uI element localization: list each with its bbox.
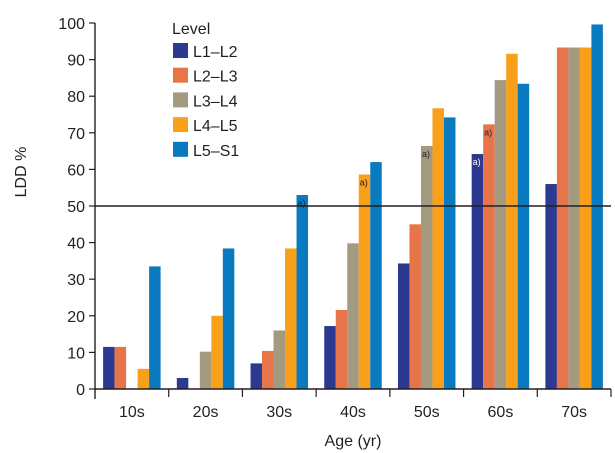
y-tick-label: 0 bbox=[76, 382, 85, 399]
y-tick-label: 30 bbox=[67, 272, 85, 289]
bar-10s-series-2 bbox=[114, 346, 127, 389]
y-tick-label: 90 bbox=[67, 53, 85, 70]
legend: Level L1–L2 L2–L3 L3–L4 L4–L5 L5–S1 bbox=[172, 21, 239, 160]
bar-50s-series-2 bbox=[409, 224, 421, 389]
legend-swatch-4 bbox=[173, 117, 188, 133]
annotation-3: a) bbox=[422, 149, 430, 159]
bar-20s-series-1 bbox=[176, 378, 189, 389]
bar-40s-series-5 bbox=[370, 162, 382, 389]
x-tick-label-30s: 30s bbox=[266, 404, 292, 421]
annotation-1: a) bbox=[298, 198, 306, 208]
legend-swatch-5 bbox=[173, 141, 188, 157]
y-axis-ticks: 0 10 20 30 40 50 60 70 80 90 100 bbox=[58, 16, 95, 399]
legend-swatch-3 bbox=[173, 92, 188, 108]
x-tick-label-50s: 50s bbox=[414, 404, 440, 421]
bar-60s-series-2 bbox=[483, 124, 495, 389]
legend-label-5: L5–S1 bbox=[193, 143, 239, 160]
bar-60s-series-3 bbox=[494, 80, 507, 389]
annotation-5: a) bbox=[484, 127, 492, 137]
bar-30s-series-2 bbox=[262, 350, 274, 389]
legend-label-2: L2–L3 bbox=[193, 69, 238, 86]
bar-60s-series-4 bbox=[506, 53, 518, 390]
y-tick-label: 50 bbox=[67, 199, 85, 216]
legend-title: Level bbox=[172, 21, 210, 38]
y-tick-label: 80 bbox=[67, 89, 85, 106]
bar-60s-series-5 bbox=[517, 83, 530, 390]
x-tick-label-10s: 10s bbox=[119, 404, 145, 421]
bar-50s-series-1 bbox=[397, 263, 410, 389]
bar-50s-series-3 bbox=[420, 145, 433, 389]
annotations-group: a) a) a) a) a) bbox=[298, 127, 493, 208]
y-tick-label: 20 bbox=[67, 309, 85, 326]
bar-30s-series-4 bbox=[285, 248, 297, 389]
y-tick-label: 40 bbox=[67, 236, 85, 253]
bar-20s-series-4 bbox=[211, 315, 223, 389]
y-tick-label: 60 bbox=[67, 162, 85, 179]
x-tick-label-60s: 60s bbox=[488, 404, 514, 421]
bar-70s-series-3 bbox=[568, 47, 580, 389]
x-axis-ticks: 10s 20s 30s 40s 50s 60s 70s bbox=[119, 389, 612, 421]
y-tick-label: 10 bbox=[67, 345, 85, 362]
bar-20s-series-3 bbox=[199, 351, 212, 389]
bar-50s-series-5 bbox=[443, 117, 456, 389]
x-tick-label-20s: 20s bbox=[193, 404, 219, 421]
bar-30s-series-3 bbox=[273, 330, 286, 389]
bar-40s-series-3 bbox=[347, 243, 359, 389]
bar-10s-series-1 bbox=[103, 346, 115, 389]
bar-70s-series-1 bbox=[545, 184, 557, 389]
x-tick-label-40s: 40s bbox=[340, 404, 366, 421]
legend-swatch-2 bbox=[173, 67, 188, 83]
bar-70s-series-4 bbox=[579, 47, 592, 389]
legend-label-1: L1–L2 bbox=[193, 44, 238, 61]
legend-label-4: L4–L5 bbox=[193, 118, 238, 135]
x-tick-label-70s: 70s bbox=[561, 404, 587, 421]
bar-10s-series-4 bbox=[137, 368, 150, 389]
legend-label-3: L3–L4 bbox=[193, 93, 238, 110]
bar-20s-series-5 bbox=[222, 248, 235, 389]
annotation-2: a) bbox=[360, 178, 368, 188]
y-tick-label: 70 bbox=[67, 126, 85, 143]
bar-70s-series-2 bbox=[556, 47, 569, 389]
legend-swatch-1 bbox=[173, 43, 188, 58]
x-axis-title: Age (yr) bbox=[325, 433, 382, 450]
bar-40s-series-4 bbox=[358, 174, 371, 389]
bar-30s-series-5 bbox=[296, 195, 309, 389]
bar-40s-series-2 bbox=[335, 309, 348, 389]
bar-10s-series-5 bbox=[149, 266, 161, 389]
bar-60s-series-1 bbox=[471, 154, 484, 389]
bar-50s-series-4 bbox=[432, 108, 444, 389]
y-axis-title: LDD % bbox=[13, 147, 30, 198]
bar-30s-series-1 bbox=[250, 363, 263, 389]
y-tick-label: 100 bbox=[58, 16, 85, 33]
bar-40s-series-1 bbox=[324, 326, 336, 389]
annotation-4: a) bbox=[473, 157, 481, 167]
